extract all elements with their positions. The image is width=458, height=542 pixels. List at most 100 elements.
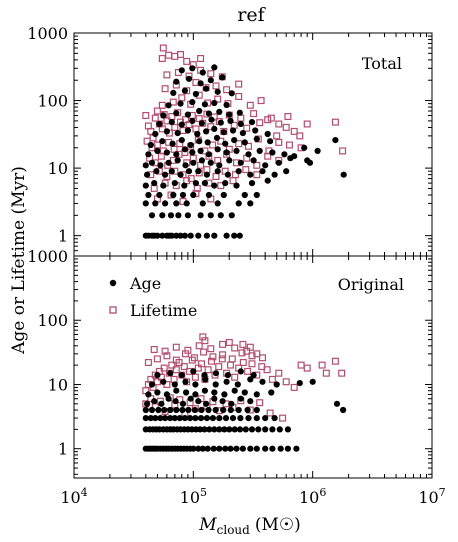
lifetime-point [215, 363, 223, 371]
age-point [214, 88, 221, 95]
lifetime-point [207, 345, 215, 353]
age-point [187, 232, 194, 239]
age-point [181, 146, 188, 153]
age-point [247, 171, 254, 178]
age-point [276, 426, 283, 433]
age-point [174, 130, 181, 137]
age-point [181, 415, 188, 422]
age-point [222, 180, 229, 187]
lifetime-point [195, 342, 203, 350]
age-point [216, 445, 223, 452]
age-point [199, 69, 206, 76]
age-point [201, 426, 208, 433]
lifetime-point [199, 333, 207, 341]
age-point [147, 141, 154, 149]
age-point [262, 162, 269, 169]
age-point [259, 168, 266, 175]
age-point [273, 381, 280, 388]
age-point [222, 415, 230, 422]
lifetime-point [159, 44, 167, 52]
lifetime-point [168, 361, 176, 369]
age-point [205, 191, 212, 199]
age-point [247, 200, 254, 207]
age-point [151, 398, 158, 405]
age-point [207, 212, 214, 219]
age-point [183, 200, 190, 207]
lifetime-point [268, 375, 276, 383]
lifetime-point [170, 375, 178, 383]
lifetime-point [197, 54, 205, 62]
age-point [201, 387, 208, 394]
age-point [211, 389, 218, 396]
age-point [203, 415, 210, 422]
age-point [190, 191, 197, 199]
age-point [192, 180, 199, 187]
lifetime-point [201, 337, 209, 345]
lifetime-point [195, 115, 203, 123]
age-point [195, 445, 202, 452]
age-point [247, 398, 254, 405]
age-point [163, 149, 170, 156]
lifetime-point [253, 161, 261, 169]
age-point [207, 77, 214, 84]
age-point [174, 157, 181, 164]
age-point [162, 200, 169, 207]
lifetime-point [284, 112, 292, 120]
age-point [148, 381, 156, 388]
age-point [244, 406, 251, 414]
age-point [229, 127, 237, 134]
lifetime-point [273, 132, 281, 140]
age-point [152, 200, 159, 207]
age-point [176, 415, 183, 422]
lifetime-point [150, 184, 158, 192]
age-point [333, 400, 341, 407]
age-point [210, 445, 217, 452]
age-point [192, 90, 199, 98]
age-point [206, 426, 213, 433]
age-point [154, 232, 161, 239]
lifetime-point [338, 369, 346, 377]
age-point [190, 159, 197, 166]
age-point [145, 191, 152, 199]
age-point [203, 85, 210, 92]
lifetime-point [282, 378, 290, 386]
age-point [211, 395, 218, 402]
age-point [242, 426, 249, 433]
y-axis-label: Age or Lifetime (Myr) [9, 166, 29, 355]
lifetime-point [246, 343, 254, 351]
age-point [203, 128, 210, 135]
age-point [306, 159, 314, 166]
age-point [340, 171, 347, 178]
lifetime-point [185, 121, 193, 129]
age-point [216, 426, 223, 433]
lifetime-point [157, 152, 165, 160]
age-point [196, 107, 203, 115]
age-point [247, 376, 254, 383]
age-point [142, 182, 149, 189]
age-point [173, 78, 180, 85]
age-point [159, 212, 166, 219]
age-point [253, 445, 260, 452]
lifetime-point [231, 344, 239, 352]
age-point [224, 171, 231, 178]
age-point [250, 372, 257, 379]
lifetime-point [290, 383, 298, 391]
age-point [213, 134, 221, 141]
lifetime-point [228, 355, 236, 363]
lifetime-point [243, 124, 251, 132]
age-point [189, 99, 196, 106]
lifetime-point [187, 175, 195, 183]
age-point [201, 180, 208, 187]
age-point [281, 151, 288, 158]
age-point [161, 406, 168, 414]
age-point [235, 406, 242, 414]
age-point [229, 415, 237, 422]
age-point [239, 130, 246, 137]
age-point [219, 398, 226, 405]
lifetime-point [266, 409, 274, 417]
age-point [189, 117, 196, 124]
age-point [190, 445, 197, 452]
chart-title: ref [237, 4, 266, 26]
age-point [187, 141, 194, 149]
